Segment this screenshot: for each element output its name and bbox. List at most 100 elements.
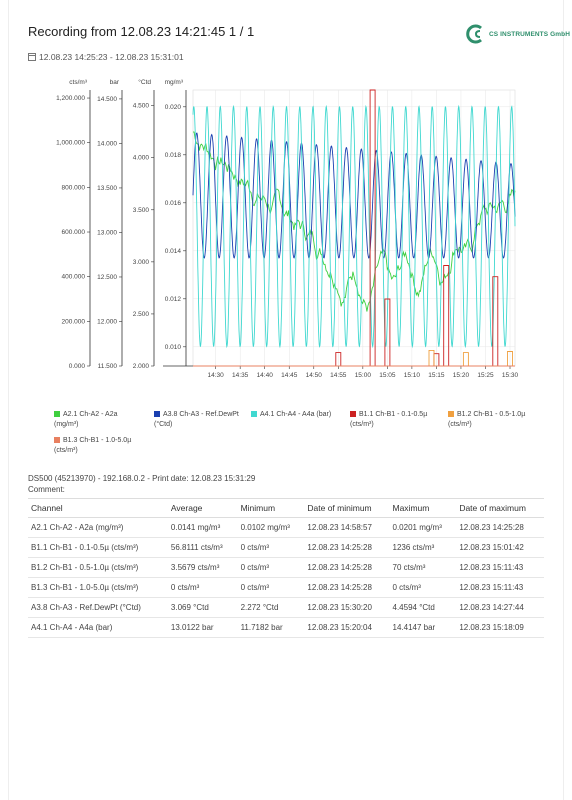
- legend-swatch: [54, 437, 60, 444]
- legend-item: B1.2 Ch-B1 - 0.5-1.0µ (cts/m³): [448, 410, 525, 430]
- x-tick-label: 15:05: [379, 372, 396, 379]
- table-cell: 1236 cts/m³: [389, 537, 457, 558]
- table-cell: 12.08.23 14:25:28: [304, 577, 390, 598]
- report-title: Recording from 12.08.23 14:21:45 1 / 1: [28, 24, 255, 39]
- y-tick-label: 3.500: [133, 207, 150, 214]
- measurement-chart: cts/m³ 0.000 200.000 400.000 600.000 800.000 1…: [56, 78, 519, 379]
- date-range-text: 12.08.23 14:25:23 - 12.08.23 15:31:01: [39, 52, 184, 62]
- column-header: Channel: [28, 498, 168, 518]
- y-tick-label: 11.500: [98, 363, 118, 370]
- table-cell: B1.3 Ch-B1 - 1.0-5.0µ (cts/m³): [28, 577, 168, 598]
- statistics-table: Channel Average Minimum Date of minimum Maxi…: [28, 498, 544, 638]
- x-tick-label: 15:10: [404, 372, 421, 379]
- y-tick-label: 200.000: [62, 318, 86, 325]
- date-range: 12.08.23 14:25:23 - 12.08.23 15:31:01: [28, 52, 184, 62]
- table-cell: 12.08.23 15:11:43: [456, 577, 544, 598]
- table-row: B1.3 Ch-B1 - 1.0-5.0µ (cts/m³) 0 cts/m³ 0 …: [28, 577, 544, 598]
- x-tick-label: 14:35: [232, 372, 249, 379]
- table-cell: 4.4594 °Ctd: [389, 597, 457, 618]
- y-tick-label: 13.000: [97, 229, 117, 236]
- legend-label: A3.8 Ch-A3 - Ref.DewPt: [163, 411, 239, 418]
- table-cell: A3.8 Ch-A3 - Ref.DewPt (°Ctd): [28, 597, 168, 618]
- company-logo: CS INSTRUMENTS GmbH: [466, 24, 570, 44]
- y-tick-label: 600.000: [62, 229, 86, 236]
- x-tick-label: 14:45: [281, 372, 298, 379]
- y-tick-label: 0.012: [165, 296, 182, 303]
- x-tick-label: 14:55: [330, 372, 347, 379]
- x-tick-label: 15:00: [355, 372, 372, 379]
- legend-label: A4.1 Ch-A4 - A4a (bar): [260, 411, 332, 418]
- y-tick-label: 2.000: [133, 363, 150, 370]
- x-tick-label: 15:25: [477, 372, 494, 379]
- y-tick-label: 0.016: [165, 200, 182, 207]
- logo-text: CS INSTRUMENTS GmbH: [489, 30, 570, 38]
- y-tick-label: 0.018: [165, 152, 182, 159]
- table-cell: 12.08.23 15:11:43: [456, 557, 544, 578]
- y-tick-label: 12.000: [97, 318, 117, 325]
- table-cell: 0 cts/m³: [237, 577, 305, 598]
- legend-item: A2.1 Ch-A2 - A2a (mg/m³): [54, 410, 117, 430]
- page-border: [8, 0, 564, 800]
- legend-label: B1.2 Ch-B1 - 0.5-1.0µ: [457, 411, 526, 418]
- column-header: Average: [167, 498, 238, 518]
- table-cell: 0.0201 mg/m³: [389, 517, 457, 538]
- legend-label: B1.1 Ch-B1 - 0.1-0.5µ: [359, 411, 428, 418]
- y-axis-unit: mg/m³: [165, 79, 184, 86]
- x-tick-label: 14:30: [208, 372, 225, 379]
- y-tick-label: 12.500: [97, 274, 117, 281]
- table-cell: 12.08.23 14:25:28: [304, 537, 390, 558]
- y-tick-label: 1,200.000: [56, 95, 85, 102]
- column-header: Minimum: [237, 498, 305, 518]
- table-cell: 3.069 °Ctd: [167, 597, 238, 618]
- table-cell: 0.0141 mg/m³: [167, 517, 238, 538]
- table-cell: 13.0122 bar: [167, 617, 238, 638]
- legend-unit: (cts/m³): [448, 421, 472, 428]
- y-tick-label: 400.000: [62, 274, 86, 281]
- report-meta: DS500 (45213970) - 192.168.0.2 - Print d…: [28, 473, 255, 495]
- y-tick-label: 1,000.000: [56, 140, 85, 147]
- cs-logo-icon: [466, 24, 482, 44]
- table-cell: 0.0102 mg/m³: [237, 517, 305, 538]
- legend-unit: (cts/m³): [54, 447, 78, 454]
- table-header-row: Channel Average Minimum Date of minimum Maxi…: [28, 498, 544, 518]
- y-axis-unit: °Ctd: [138, 78, 151, 86]
- y-tick-label: 4.500: [133, 103, 150, 110]
- legend-label: A2.1 Ch-A2 - A2a: [63, 411, 118, 418]
- legend-swatch: [54, 411, 60, 418]
- legend-swatch: [251, 411, 257, 418]
- x-tick-label: 15:15: [428, 372, 445, 379]
- x-tick-label: 15:30: [502, 372, 519, 379]
- table-cell: 12.08.23 15:30:20: [304, 597, 390, 618]
- table-cell: 12.08.23 15:01:42: [456, 537, 544, 558]
- x-tick-label: 14:40: [257, 372, 274, 379]
- table-row: A3.8 Ch-A3 - Ref.DewPt (°Ctd) 3.069 °Ctd 2…: [28, 597, 544, 618]
- table-cell: 3.5679 cts/m³: [167, 557, 238, 578]
- legend-unit: (°Ctd): [154, 421, 173, 428]
- table-row: A4.1 Ch-A4 - A4a (bar) 13.0122 bar 11.7182…: [28, 617, 544, 638]
- y-tick-label: 0.010: [165, 344, 182, 351]
- table-cell: 12.08.23 14:58:57: [304, 517, 390, 538]
- legend-swatch: [350, 411, 356, 418]
- table-row: B1.1 Ch-B1 - 0.1-0.5µ (cts/m³) 56.8111 ct…: [28, 537, 544, 558]
- table-cell: A2.1 Ch-A2 - A2a (mg/m³): [28, 517, 168, 538]
- table-cell: B1.1 Ch-B1 - 0.1-0.5µ (cts/m³): [28, 537, 168, 558]
- table-cell: 12.08.23 14:27:44: [456, 597, 544, 618]
- legend-unit: (mg/m³): [54, 421, 79, 428]
- y-tick-label: 14.500: [97, 96, 117, 103]
- legend-label: B1.3 Ch-B1 - 1.0-5.0µ: [63, 437, 132, 444]
- x-tick-label: 15:20: [453, 372, 470, 379]
- legend-unit: (cts/m³): [350, 421, 374, 428]
- table-row: B1.2 Ch-B1 - 0.5-1.0µ (cts/m³) 3.5679 cts…: [28, 557, 544, 578]
- y-tick-label: 0.000: [69, 363, 86, 370]
- series-line: [193, 349, 515, 367]
- table-cell: 0 cts/m³: [237, 557, 305, 578]
- table-cell: 0 cts/m³: [167, 577, 238, 598]
- y-tick-label: 2.500: [133, 311, 150, 318]
- device-info: DS500 (45213970) - 192.168.0.2 - Print d…: [28, 474, 256, 483]
- column-header: Date of maximum: [456, 498, 544, 518]
- column-header: Maximum: [389, 498, 457, 518]
- y-tick-label: 0.014: [165, 248, 182, 255]
- legend-item: A3.8 Ch-A3 - Ref.DewPt (°Ctd): [154, 410, 239, 430]
- y-tick-label: 13.500: [97, 185, 117, 192]
- y-tick-label: 14.000: [97, 140, 117, 147]
